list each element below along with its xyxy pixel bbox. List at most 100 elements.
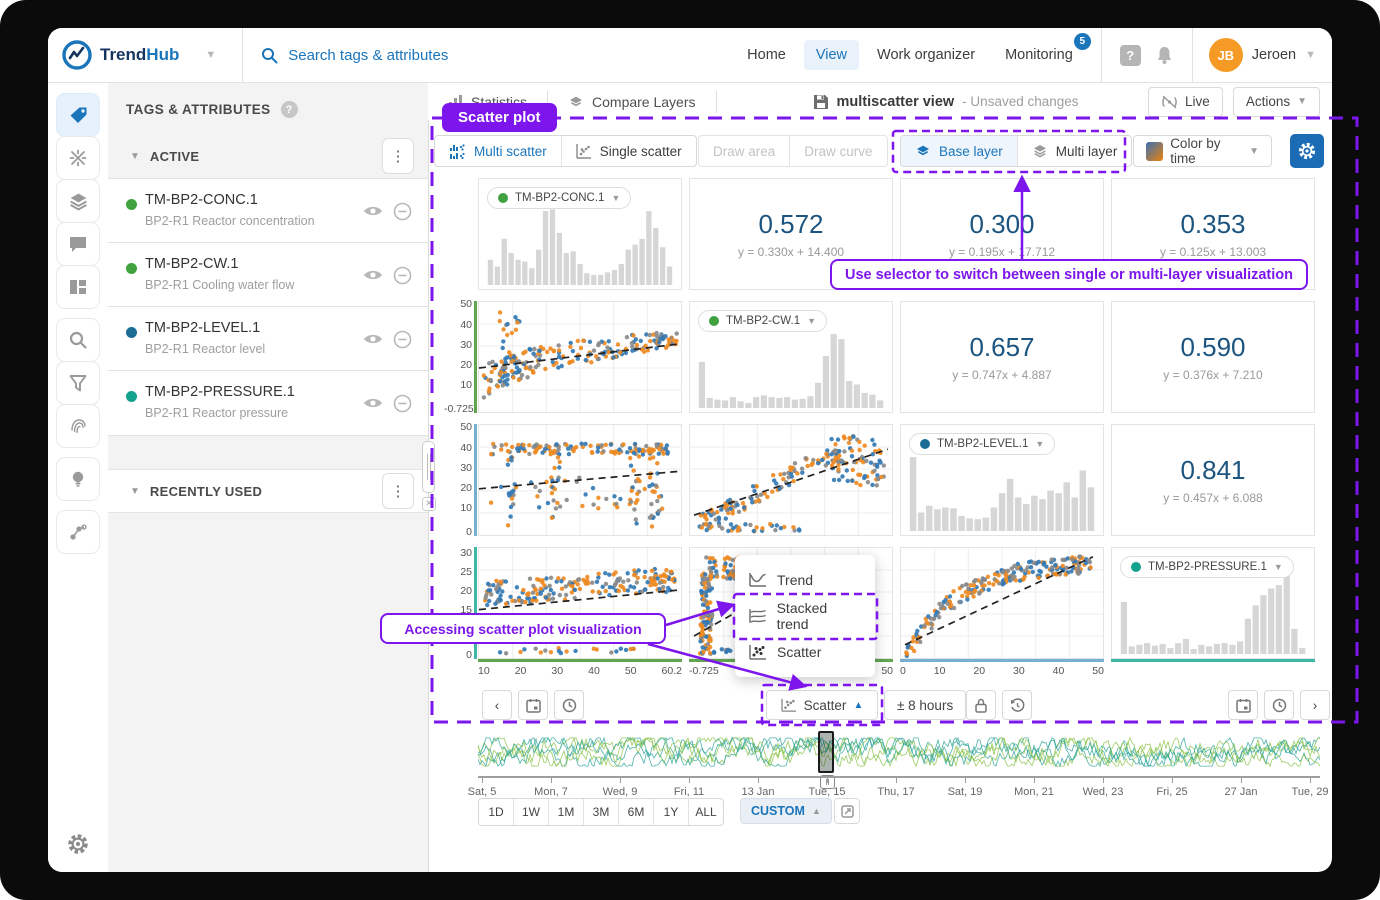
x-axis: 0 10 20 30 40 50 [900, 659, 1104, 677]
matrix-cell-corr[interactable]: 0.841 y = 0.457x + 6.088 [1111, 424, 1315, 536]
lock-button[interactable] [966, 690, 996, 720]
range-button-1d[interactable]: 1D [488, 805, 504, 819]
nav-work-organizer[interactable]: Work organizer [877, 47, 976, 63]
draw-area-button[interactable]: Draw area [713, 143, 776, 159]
time-window-button[interactable]: ± 8 hours [884, 690, 967, 720]
matrix-cell-scatter[interactable] [478, 424, 682, 536]
matrix-cell-corr[interactable]: 0.300 y = 0.195x + 17.712 [900, 178, 1104, 290]
panel-collapse-button[interactable]: ✕ [422, 497, 436, 511]
chevron-down-icon[interactable]: ▼ [205, 49, 217, 61]
kebab-menu-icon[interactable]: ⋮ [382, 473, 414, 509]
eye-icon[interactable] [363, 332, 383, 346]
remove-minus-icon[interactable] [393, 330, 412, 349]
expand-range-button[interactable] [834, 798, 860, 824]
range-button-6m[interactable]: 6M [618, 799, 653, 825]
tag-chip-pressure[interactable]: TM-BP2-PRESSURE.1 ▼ [1120, 556, 1294, 578]
x-axis-tick: 50 [881, 665, 893, 677]
matrix-cell-corr[interactable]: 0.657 y = 0.747x + 4.887 [900, 301, 1104, 413]
history-button[interactable] [1002, 690, 1032, 720]
sidebar-item-dashboards[interactable] [56, 265, 100, 309]
section-active[interactable]: ▼ ACTIVE ⋮ [108, 135, 428, 177]
matrix-cell-corr[interactable]: 0.572 y = 0.330x + 14.400 [689, 178, 893, 290]
menu-item-scatter[interactable]: Scatter [735, 634, 875, 670]
sidebar-item-fingerprint[interactable] [56, 404, 100, 448]
nav-monitoring[interactable]: Monitoring 5 [993, 33, 1091, 70]
draw-curve-button[interactable]: Draw curve [789, 136, 886, 166]
matrix-cell-hist-level[interactable]: TM-BP2-LEVEL.1 ▼ [900, 424, 1104, 536]
sidebar-item-ideas[interactable] [56, 457, 100, 501]
tag-row-conc[interactable]: TM-BP2-CONC.1 BP2-R1 Reactor concentrati… [108, 178, 428, 244]
tag-chip-cw[interactable]: TM-BP2-CW.1 ▼ [698, 310, 828, 332]
calendar-button[interactable] [518, 690, 548, 720]
live-button[interactable]: Live [1148, 86, 1223, 117]
section-recently-used[interactable]: ▼ RECENTLY USED ⋮ [108, 469, 428, 513]
global-search[interactable]: Search tags & attributes [261, 47, 448, 64]
matrix-cell-hist-cw[interactable]: TM-BP2-CW.1 ▼ [689, 301, 893, 413]
timeline-selection[interactable] [818, 731, 834, 773]
range-button-all[interactable]: ALL [688, 799, 723, 825]
range-button-1m[interactable]: 1M [548, 799, 583, 825]
eye-icon[interactable] [363, 204, 383, 218]
kebab-menu-icon[interactable]: ⋮ [382, 138, 414, 174]
matrix-cell-scatter[interactable] [900, 547, 1104, 659]
multi-layer-button[interactable]: Multi layer [1016, 136, 1132, 166]
visualization-selector-button[interactable]: Scatter ▲ [766, 690, 878, 720]
sidebar-item-context[interactable] [56, 510, 100, 554]
matrix-cell-scatter[interactable] [689, 424, 893, 536]
custom-range-button[interactable]: CUSTOM ▲ [740, 798, 832, 824]
x-axis-tick: 10 [933, 665, 946, 677]
save-icon[interactable] [813, 94, 829, 110]
matrix-cell-hist-pressure[interactable]: TM-BP2-PRESSURE.1 ▼ [1111, 547, 1315, 659]
menu-item-stacked-trend[interactable]: Stacked trend [735, 598, 875, 634]
help-icon[interactable]: ? [280, 101, 298, 118]
tag-row-pressure[interactable]: TM-BP2-PRESSURE.1 BP2-R1 Reactor pressur… [108, 370, 428, 436]
sidebar-item-tags[interactable] [56, 93, 100, 137]
color-by-time-dropdown[interactable]: Color by time ▼ [1133, 135, 1272, 167]
calendar-button[interactable] [1228, 690, 1258, 720]
base-layer-button[interactable]: Base layer [901, 136, 1017, 166]
single-scatter-button[interactable]: Single scatter [560, 136, 696, 166]
help-icon[interactable]: ? [1119, 44, 1141, 66]
range-button-3m[interactable]: 3M [583, 799, 618, 825]
range-button-1y[interactable]: 1Y [653, 799, 688, 825]
plot-settings-button[interactable] [1290, 134, 1324, 168]
sidebar-item-formulas[interactable] [56, 136, 100, 180]
settings-gear[interactable] [48, 832, 108, 856]
eye-icon[interactable] [363, 268, 383, 282]
sidebar-item-filter[interactable] [56, 361, 100, 405]
sidebar-item-search[interactable] [56, 318, 100, 362]
time-button[interactable] [1264, 690, 1294, 720]
matrix-cell-scatter[interactable] [478, 547, 682, 659]
remove-minus-icon[interactable] [393, 202, 412, 221]
nav-home[interactable]: Home [747, 47, 786, 63]
time-button[interactable] [554, 690, 584, 720]
remove-minus-icon[interactable] [393, 394, 412, 413]
eye-icon[interactable] [363, 396, 383, 410]
sidebar-item-comments[interactable] [56, 222, 100, 266]
tab-compare-layers[interactable]: Compare Layers [548, 83, 716, 120]
remove-minus-icon[interactable] [393, 266, 412, 285]
actions-button[interactable]: Actions ▼ [1232, 86, 1320, 117]
user-menu[interactable]: JB Jeroen ▼ [1208, 38, 1316, 72]
pan-left-button[interactable]: ‹ [482, 690, 512, 720]
matrix-cell-corr[interactable]: 0.590 y = 0.376x + 7.210 [1111, 301, 1315, 413]
menu-item-trend[interactable]: Trend [735, 562, 875, 598]
pan-right-button[interactable]: › [1300, 690, 1330, 720]
timeline-tick [965, 776, 966, 783]
panel-resize-handle[interactable] [422, 441, 435, 493]
matrix-cell-scatter[interactable] [478, 301, 682, 413]
tag-chip-level[interactable]: TM-BP2-LEVEL.1 ▼ [909, 433, 1056, 455]
brand-logo[interactable]: TrendHub ▼ [48, 40, 216, 70]
notifications-bell-icon[interactable] [1155, 45, 1174, 65]
matrix-cell-corr[interactable]: 0.353 y = 0.125x + 13.003 [1111, 178, 1315, 290]
tag-row-cw[interactable]: TM-BP2-CW.1 BP2-R1 Cooling water flow [108, 242, 428, 308]
range-button-1w[interactable]: 1W [513, 799, 548, 825]
tag-chip-conc[interactable]: TM-BP2-CONC.1 ▼ [487, 187, 632, 209]
nav-view[interactable]: View [803, 40, 860, 70]
tag-row-level[interactable]: TM-BP2-LEVEL.1 BP2-R1 Reactor level [108, 306, 428, 372]
sidebar-item-layers[interactable] [56, 179, 100, 223]
timeline-overview[interactable] [477, 731, 1321, 789]
matrix-cell-hist-conc[interactable]: TM-BP2-CONC.1 ▼ [478, 178, 682, 290]
multi-scatter-button[interactable]: Multi scatter [435, 136, 561, 166]
tab-statistics[interactable]: Statistics [428, 83, 547, 120]
